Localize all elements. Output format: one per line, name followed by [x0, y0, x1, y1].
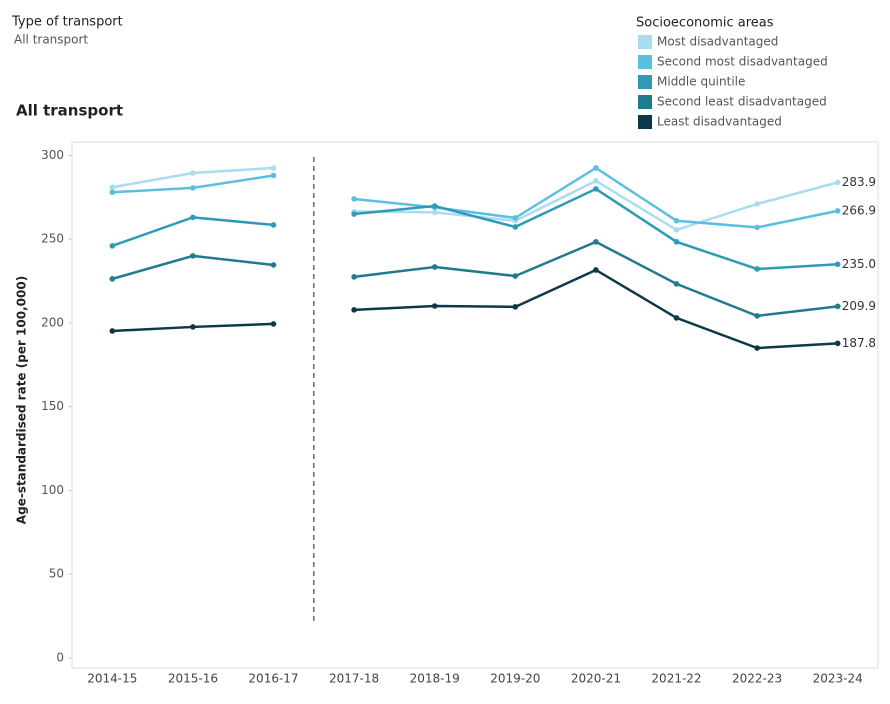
y-tick-label: 300 — [41, 148, 64, 162]
point — [673, 315, 680, 321]
point — [190, 253, 196, 259]
point — [109, 328, 116, 334]
legend-label: Least disadvantaged — [657, 115, 782, 129]
point — [512, 215, 519, 221]
legend-label: Second most disadvantaged — [657, 55, 828, 69]
plot-frame — [71, 141, 879, 669]
point — [593, 186, 599, 192]
point — [593, 239, 599, 245]
point — [431, 209, 438, 216]
series-line — [353, 166, 838, 229]
point — [673, 227, 680, 233]
x-tick-label: 2016-17 — [248, 672, 298, 686]
y-tick-label: 100 — [41, 483, 64, 497]
point — [593, 267, 599, 273]
point — [190, 324, 196, 330]
filter-label: Type of transport — [11, 15, 123, 30]
value-label: 266.9 — [842, 203, 876, 217]
point — [754, 313, 760, 319]
x-tick-label: 2018-19 — [410, 672, 460, 686]
point — [593, 178, 599, 184]
point — [431, 203, 438, 209]
x-tick-label: 2014-15 — [87, 672, 137, 686]
point — [593, 165, 599, 171]
point — [270, 222, 277, 228]
filter-value: All transport — [14, 33, 88, 47]
point — [351, 211, 357, 217]
x-tick-label: 2023-24 — [813, 672, 863, 686]
x-tick-label: 2015-16 — [168, 672, 218, 686]
point — [673, 239, 680, 245]
value-label: 187.8 — [842, 336, 876, 350]
point — [834, 303, 841, 310]
y-tick-label: 250 — [41, 232, 64, 246]
point — [109, 243, 116, 249]
point — [673, 281, 680, 287]
x-tick-label: 2020-21 — [571, 672, 621, 686]
point — [270, 172, 277, 179]
y-tick-label: 0 — [56, 650, 64, 664]
value-label: 235.0 — [842, 257, 876, 271]
point — [190, 185, 196, 191]
point — [673, 217, 680, 224]
series-line — [111, 216, 274, 248]
y-tick-label: 50 — [49, 567, 64, 581]
chart-title: All transport — [16, 102, 123, 120]
y-tick-label: 150 — [41, 399, 64, 413]
point — [190, 170, 196, 176]
point — [431, 264, 438, 270]
point — [754, 224, 760, 231]
point — [754, 201, 760, 207]
point — [109, 184, 116, 191]
point — [190, 214, 196, 221]
series-line — [354, 268, 838, 350]
point — [109, 276, 116, 282]
x-tick-label: 2019-20 — [490, 672, 540, 686]
legend-label: Most disadvantaged — [657, 35, 778, 49]
point — [834, 179, 841, 186]
point — [754, 345, 760, 351]
x-tick-label: 2022-23 — [732, 672, 782, 686]
point — [431, 303, 438, 309]
point — [512, 304, 519, 310]
legend-swatch — [638, 115, 652, 129]
point — [270, 262, 277, 268]
point — [109, 189, 116, 196]
legend-swatch — [638, 35, 652, 49]
y-axis-label: Age-standardised rate (per 100,000) — [15, 276, 29, 524]
legend-label: Second least disadvantaged — [657, 95, 827, 109]
point — [512, 273, 519, 279]
x-tick-label: 2017-18 — [329, 672, 379, 686]
y-tick-label: 200 — [41, 315, 64, 329]
value-label: 209.9 — [842, 299, 876, 313]
point — [754, 266, 760, 272]
legend-swatch — [638, 95, 652, 109]
series-line — [353, 240, 838, 318]
legend-label: Middle quintile — [657, 75, 745, 89]
point — [270, 165, 277, 171]
point — [351, 307, 357, 313]
x-tick-label: 2021-22 — [651, 672, 701, 686]
value-label: 283.9 — [842, 175, 876, 189]
legend-swatch — [638, 75, 652, 89]
legend-title: Socioeconomic areas — [636, 16, 774, 31]
legend-swatch — [638, 55, 652, 69]
point — [512, 224, 519, 230]
point — [834, 261, 841, 268]
point — [834, 340, 841, 347]
point — [270, 321, 277, 327]
point — [351, 196, 357, 202]
point — [351, 274, 357, 280]
point — [834, 208, 841, 214]
series-line — [111, 254, 274, 281]
